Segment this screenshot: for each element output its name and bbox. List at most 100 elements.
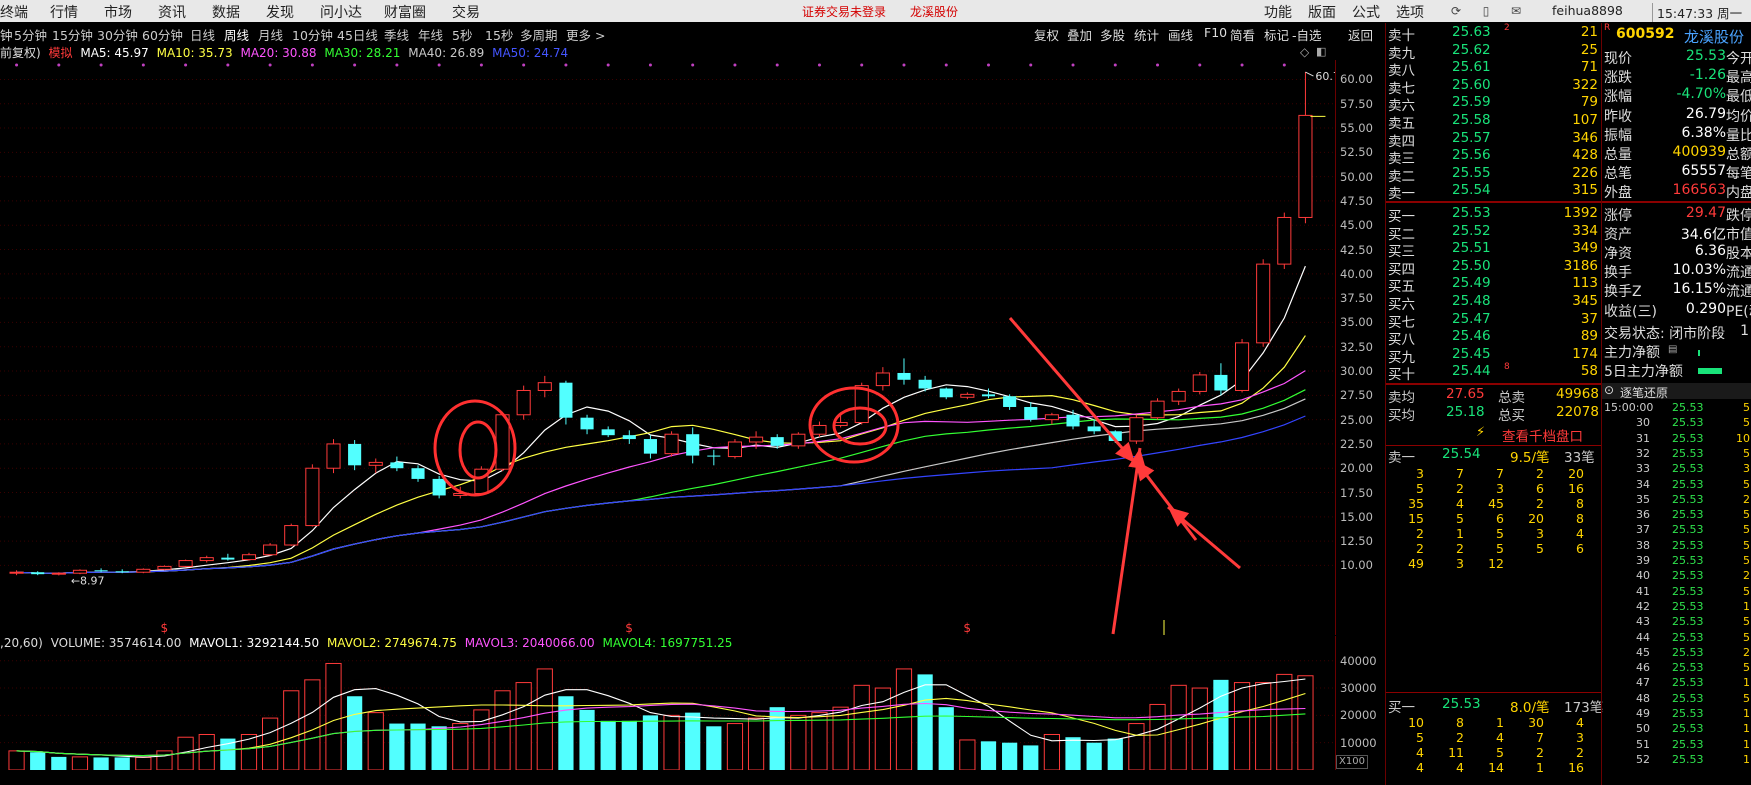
candle[interactable] [537,375,552,398]
ask-level[interactable]: 卖十 25.63 21 2 [1386,23,1602,44]
bid-level[interactable]: 买三 25.51 349 [1386,239,1602,260]
event-marker[interactable]: $ [160,621,168,635]
candle[interactable] [305,464,320,527]
volume-bar[interactable] [367,712,384,771]
period-5min[interactable]: 5分钟 [14,28,47,43]
volume-bar[interactable] [1191,687,1208,771]
candle[interactable] [72,569,88,575]
candle[interactable] [221,553,235,561]
volume-bar[interactable] [30,752,46,770]
menu-formula[interactable]: 公式 [1352,5,1380,21]
candle[interactable] [432,476,446,499]
volume-bar[interactable] [663,714,680,771]
volume-bar[interactable] [1149,703,1166,771]
volume-bar[interactable] [325,662,342,771]
volume-bar[interactable] [8,750,25,771]
ask-level[interactable]: 卖七 25.60 322 [1386,76,1602,97]
bid-level[interactable]: 买十 25.44 58 8 [1386,362,1602,383]
menu-options[interactable]: 选项 [1396,5,1424,21]
candle[interactable] [707,449,721,466]
volume-bar[interactable] [1233,682,1251,771]
volume-bar[interactable] [1002,742,1018,770]
refresh-icon[interactable]: ⟳ [1450,4,1462,18]
candle[interactable] [157,565,172,571]
volume-bar[interactable] [389,723,405,770]
bid-level[interactable]: 买五 25.49 113 [1386,274,1602,295]
period-15min[interactable]: 15分钟 [52,28,93,43]
candle[interactable] [1256,259,1271,347]
volume-bar[interactable] [1170,684,1187,771]
volume-bar[interactable] [1086,742,1102,770]
volume-bar[interactable] [220,738,236,770]
deep-orderbook-link[interactable]: 查看千档盘口 [1502,429,1583,445]
period-multi[interactable]: 多周期 [520,28,558,43]
candle[interactable] [770,434,784,449]
volume-bar[interactable] [959,739,976,771]
bid-level[interactable]: 买四 25.50 3186 [1386,257,1602,278]
bid-level[interactable]: 买八 25.46 89 [1386,327,1602,348]
tool-stats[interactable]: 统计 [1134,28,1160,43]
menu-wealth-circle[interactable]: 财富圈 [384,5,426,21]
volume-bar[interactable] [1065,737,1081,770]
candle[interactable] [1024,402,1038,422]
candle[interactable] [1234,338,1250,393]
bid-level[interactable]: 买九 25.45 174 [1386,345,1602,366]
volume-bar[interactable] [811,712,828,771]
volume-bar[interactable] [980,741,997,770]
menu-terminal[interactable]: 终端 [0,5,28,21]
menu-data[interactable]: 数据 [212,5,240,21]
volume-bar[interactable] [917,674,933,770]
candle[interactable] [622,430,636,444]
volume-bar[interactable] [473,709,490,771]
volume-bar[interactable] [558,696,574,770]
event-marker[interactable]: $ [963,621,971,635]
ask-level[interactable]: 卖六 25.59 79 [1386,93,1602,114]
volume-bar[interactable] [410,723,426,770]
ask-level[interactable]: 卖二 25.55 226 [1386,164,1602,185]
volume-bar[interactable] [1255,682,1272,771]
candle[interactable] [1003,394,1017,410]
candle[interactable] [348,440,362,471]
ask-level[interactable]: 卖八 25.61 71 [1386,58,1602,79]
volume-bar[interactable] [71,756,89,771]
volume-bar[interactable] [515,682,532,771]
candle[interactable] [812,421,827,438]
volume-chart[interactable] [0,652,1335,771]
kline-svg[interactable]: 60.76 ←8.97 $ $ $ [0,60,1347,635]
candle[interactable] [960,392,975,400]
candle[interactable] [939,387,953,400]
volume-bar[interactable] [156,750,173,771]
event-marker[interactable]: $ [625,621,633,635]
volume-bar[interactable] [579,709,595,770]
tool-adjust[interactable]: 复权 [1034,28,1060,43]
bid-level[interactable]: 买六 25.48 345 [1386,292,1602,313]
volume-bar[interactable] [135,756,152,771]
candle[interactable] [1277,212,1292,269]
candle[interactable] [1066,409,1080,430]
candle[interactable] [1298,72,1313,224]
candle[interactable] [199,555,214,563]
candle[interactable] [643,435,657,459]
volume-bar[interactable] [790,714,807,771]
volume-bar[interactable] [621,720,637,770]
volume-bar[interactable] [747,717,765,771]
volume-bar[interactable] [1297,675,1314,771]
volume-bar[interactable] [706,726,722,770]
ask-level[interactable]: 卖五 25.58 107 [1386,111,1602,132]
candlestick-chart[interactable]: 60.76 ←8.97 $ $ $ [0,60,1347,635]
candle[interactable] [326,439,341,474]
tool-draw[interactable]: 画线 [1168,28,1194,43]
menu-market-quotes[interactable]: 行情 [50,5,78,21]
tool-overlay[interactable]: 叠加 [1067,28,1093,43]
period-quarter[interactable]: 季线 [384,28,410,43]
candle[interactable] [1129,414,1144,444]
volume-bar[interactable] [93,757,109,770]
volume-bar[interactable] [1128,723,1145,771]
period-45day[interactable]: 45日线 [337,28,378,43]
candle[interactable] [875,367,890,391]
period-monthly[interactable]: 月线 [258,28,284,43]
candle[interactable] [263,543,278,556]
candle[interactable] [178,559,193,568]
menu-discover[interactable]: 发现 [266,5,294,21]
tool-watchlist[interactable]: -自选 [1292,28,1322,43]
